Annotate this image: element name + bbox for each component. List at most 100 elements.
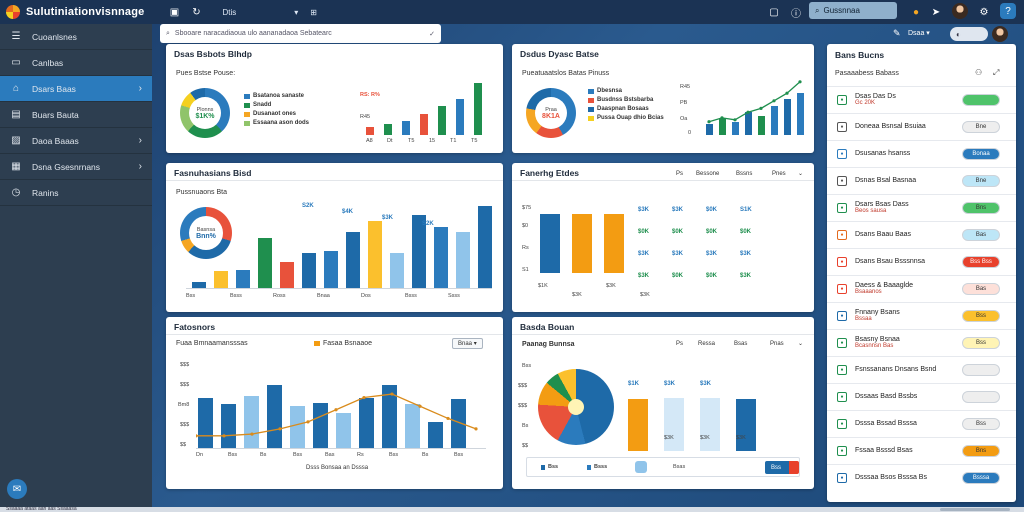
list-item[interactable]: ● Dsssaa Bsos Bsssa Bs Bsssa — [827, 464, 1016, 490]
sidebar-item-0[interactable]: ☰ Cuoanlsnes — [0, 24, 152, 50]
list-item[interactable]: ● Dsars Bsas Dass Beos sausa Bns — [827, 194, 1016, 220]
top-bar: Sulutiniationvisnnage ▣ ↻ Dtis ▾ ⊞ ▢ ⓘ ⌕… — [0, 0, 1024, 24]
sidebar-item-3[interactable]: ▤ Buars Bauta — [0, 102, 152, 128]
donut-label: Basnsa — [196, 226, 216, 233]
y-tick-label: Bss — [522, 363, 532, 369]
bell-icon[interactable]: ● — [912, 6, 920, 18]
chart-bar — [192, 282, 206, 288]
column-header[interactable]: Bsas — [734, 341, 748, 347]
list-item[interactable]: ● Dsas Das Ds Gc 20K — [827, 86, 1016, 112]
send-icon[interactable]: ➤ — [931, 6, 941, 18]
status-pill[interactable]: Bns — [962, 445, 1000, 457]
help-icon[interactable]: ? — [1000, 3, 1016, 19]
status-pill[interactable]: Bonaa — [962, 148, 1000, 160]
data-label: $3K — [382, 215, 394, 221]
list-item[interactable]: ● Dssaas Basd Bssbs — [827, 383, 1016, 409]
settings-icon[interactable]: ⚙ — [979, 6, 989, 18]
chart-bar — [771, 106, 778, 135]
status-pill[interactable]: Bas — [962, 229, 1000, 241]
sidebar-item-2[interactable]: ⌂ Dsars Baas › — [0, 76, 152, 102]
list-item[interactable]: ● Fnnany Bsans Bssaa Bss — [827, 302, 1016, 328]
chevron-down-icon[interactable]: ⌄ — [798, 341, 804, 347]
list-item[interactable]: ● Bsasny Bsnaa Bcasnnsn Bas Bss — [827, 329, 1016, 355]
status-pill[interactable]: Bas — [962, 283, 1000, 295]
list-item[interactable]: ● Daess & Baaaglde Bsaaanos Bas — [827, 275, 1016, 301]
list-item[interactable]: ● Fsnssanans Dnsans Bsnd — [827, 356, 1016, 382]
filter-chip[interactable]: Bsss — [587, 464, 607, 470]
x-tick-label: Bsss — [405, 293, 417, 299]
list-item-label: Dsnas Bsal Basnaa — [855, 177, 917, 184]
column-header[interactable]: Bssns — [736, 171, 753, 177]
refresh-icon[interactable]: ↻ — [192, 6, 201, 18]
user-avatar[interactable] — [952, 3, 968, 19]
topbar-link-1[interactable]: Dtis — [222, 7, 237, 17]
window-icon[interactable]: ▢ — [769, 6, 779, 18]
chart-bar — [359, 398, 374, 448]
topbar-link-2[interactable]: ▾ — [294, 7, 299, 17]
status-pill[interactable]: Bss — [962, 337, 1000, 349]
toolbar-link[interactable]: Dsaa ▾ — [908, 30, 930, 37]
column-header[interactable]: Ressa — [698, 341, 716, 347]
list-item[interactable]: ● Doneaa Bsnsal Bsuiaa Bne — [827, 113, 1016, 139]
status-pill[interactable]: Bne — [962, 175, 1000, 187]
apply-button[interactable]: Bss — [765, 461, 799, 474]
sidebar-item-1[interactable]: ▭ Canlbas — [0, 50, 152, 76]
chevron-down-icon[interactable]: ⌄ — [798, 171, 804, 177]
chart-bar — [732, 122, 739, 135]
chart-bar — [346, 232, 360, 288]
column-header[interactable]: Pnas — [770, 341, 784, 347]
panel-dashboard-trend: Dsdus Dyasc Batse Pueatuaatslos Batas Pi… — [512, 44, 814, 153]
chart-bar — [214, 271, 228, 288]
status-pill[interactable]: Bsssa — [962, 472, 1000, 484]
chart-bar — [784, 99, 791, 135]
search-input[interactable]: ⌕ Gussnnaa — [809, 2, 897, 19]
list-item[interactable]: ● Dsusanas hsanss Bonaa — [827, 140, 1016, 166]
list-item[interactable]: ● Dsans Baau Baas Bas — [827, 221, 1016, 247]
panel-funding-table: Fanerhg Etdes Ps Bessone Bssns Pnes ⌄ $7… — [512, 163, 814, 312]
status-pill[interactable] — [962, 94, 1000, 106]
status-pill[interactable] — [962, 391, 1000, 403]
sidebar-item-6[interactable]: ◷ Ranins — [0, 180, 152, 206]
status-pill[interactable] — [962, 364, 1000, 376]
status-icon: ● — [837, 418, 847, 429]
status-pill[interactable]: Bns — [962, 202, 1000, 214]
range-dropdown[interactable]: Bnaa ▾ — [452, 338, 483, 349]
trend-line-path — [196, 393, 477, 437]
user-avatar-2[interactable] — [992, 26, 1008, 42]
info-icon[interactable]: ⓘ — [791, 8, 801, 20]
topbar-link-3[interactable]: ⊞ — [310, 7, 317, 17]
chat-button[interactable]: ✉ — [7, 479, 27, 499]
list-item[interactable]: ● Dsans Bsau Bsssnnsa Bss Bss — [827, 248, 1016, 274]
column-header[interactable]: Bessone — [696, 171, 720, 177]
y-tick-label: $$$ — [518, 403, 528, 409]
filter-chip[interactable]: Bsas — [673, 464, 686, 470]
list-item[interactable]: ● Dsssa Bssad Bsssa Bss — [827, 410, 1016, 436]
chart-bar — [336, 413, 351, 448]
sidebar-item-4[interactable]: ▨ Daoa Baaas › — [0, 128, 152, 154]
toggle-switch[interactable]: ◐ — [950, 27, 988, 41]
footer-values: $1K $3K $3K $3K — [532, 283, 650, 301]
user-plus-icon[interactable]: ⚇ — [975, 68, 983, 77]
status-icon: ● — [837, 121, 847, 132]
filter-chip[interactable]: Bss — [541, 464, 558, 470]
list-item[interactable]: ● Fssaa Bsssd Bsas Bns — [827, 437, 1016, 463]
column-header[interactable]: Pnes — [772, 171, 786, 177]
trend-line — [707, 80, 802, 124]
column-header[interactable]: Ps — [676, 341, 684, 347]
bookmark-icon[interactable]: ▣ — [169, 6, 180, 18]
trend-point — [278, 427, 282, 431]
tools-icon[interactable]: ✎ — [893, 28, 901, 38]
horizontal-scrollbar[interactable] — [940, 508, 1010, 511]
status-pill[interactable]: Bss — [962, 310, 1000, 322]
status-pill[interactable]: Bss — [962, 418, 1000, 430]
status-pill[interactable]: Bne — [962, 121, 1000, 133]
expand-icon[interactable]: ⤢ — [993, 68, 1000, 77]
column-header[interactable]: Ps — [676, 171, 684, 177]
status-pill[interactable]: Bss Bss — [962, 256, 1000, 268]
chart-bar — [456, 232, 470, 288]
trend-point — [250, 432, 254, 436]
sidebar-item-5[interactable]: ▦ Dsna Gsesnrnans › — [0, 154, 152, 180]
main-search-input[interactable]: ⌕ Sbooare naracadiaoua ulo aananadaoa Se… — [160, 24, 441, 43]
donut-value: $1K% — [195, 112, 215, 120]
list-item[interactable]: ● Dsnas Bsal Basnaa Bne — [827, 167, 1016, 193]
